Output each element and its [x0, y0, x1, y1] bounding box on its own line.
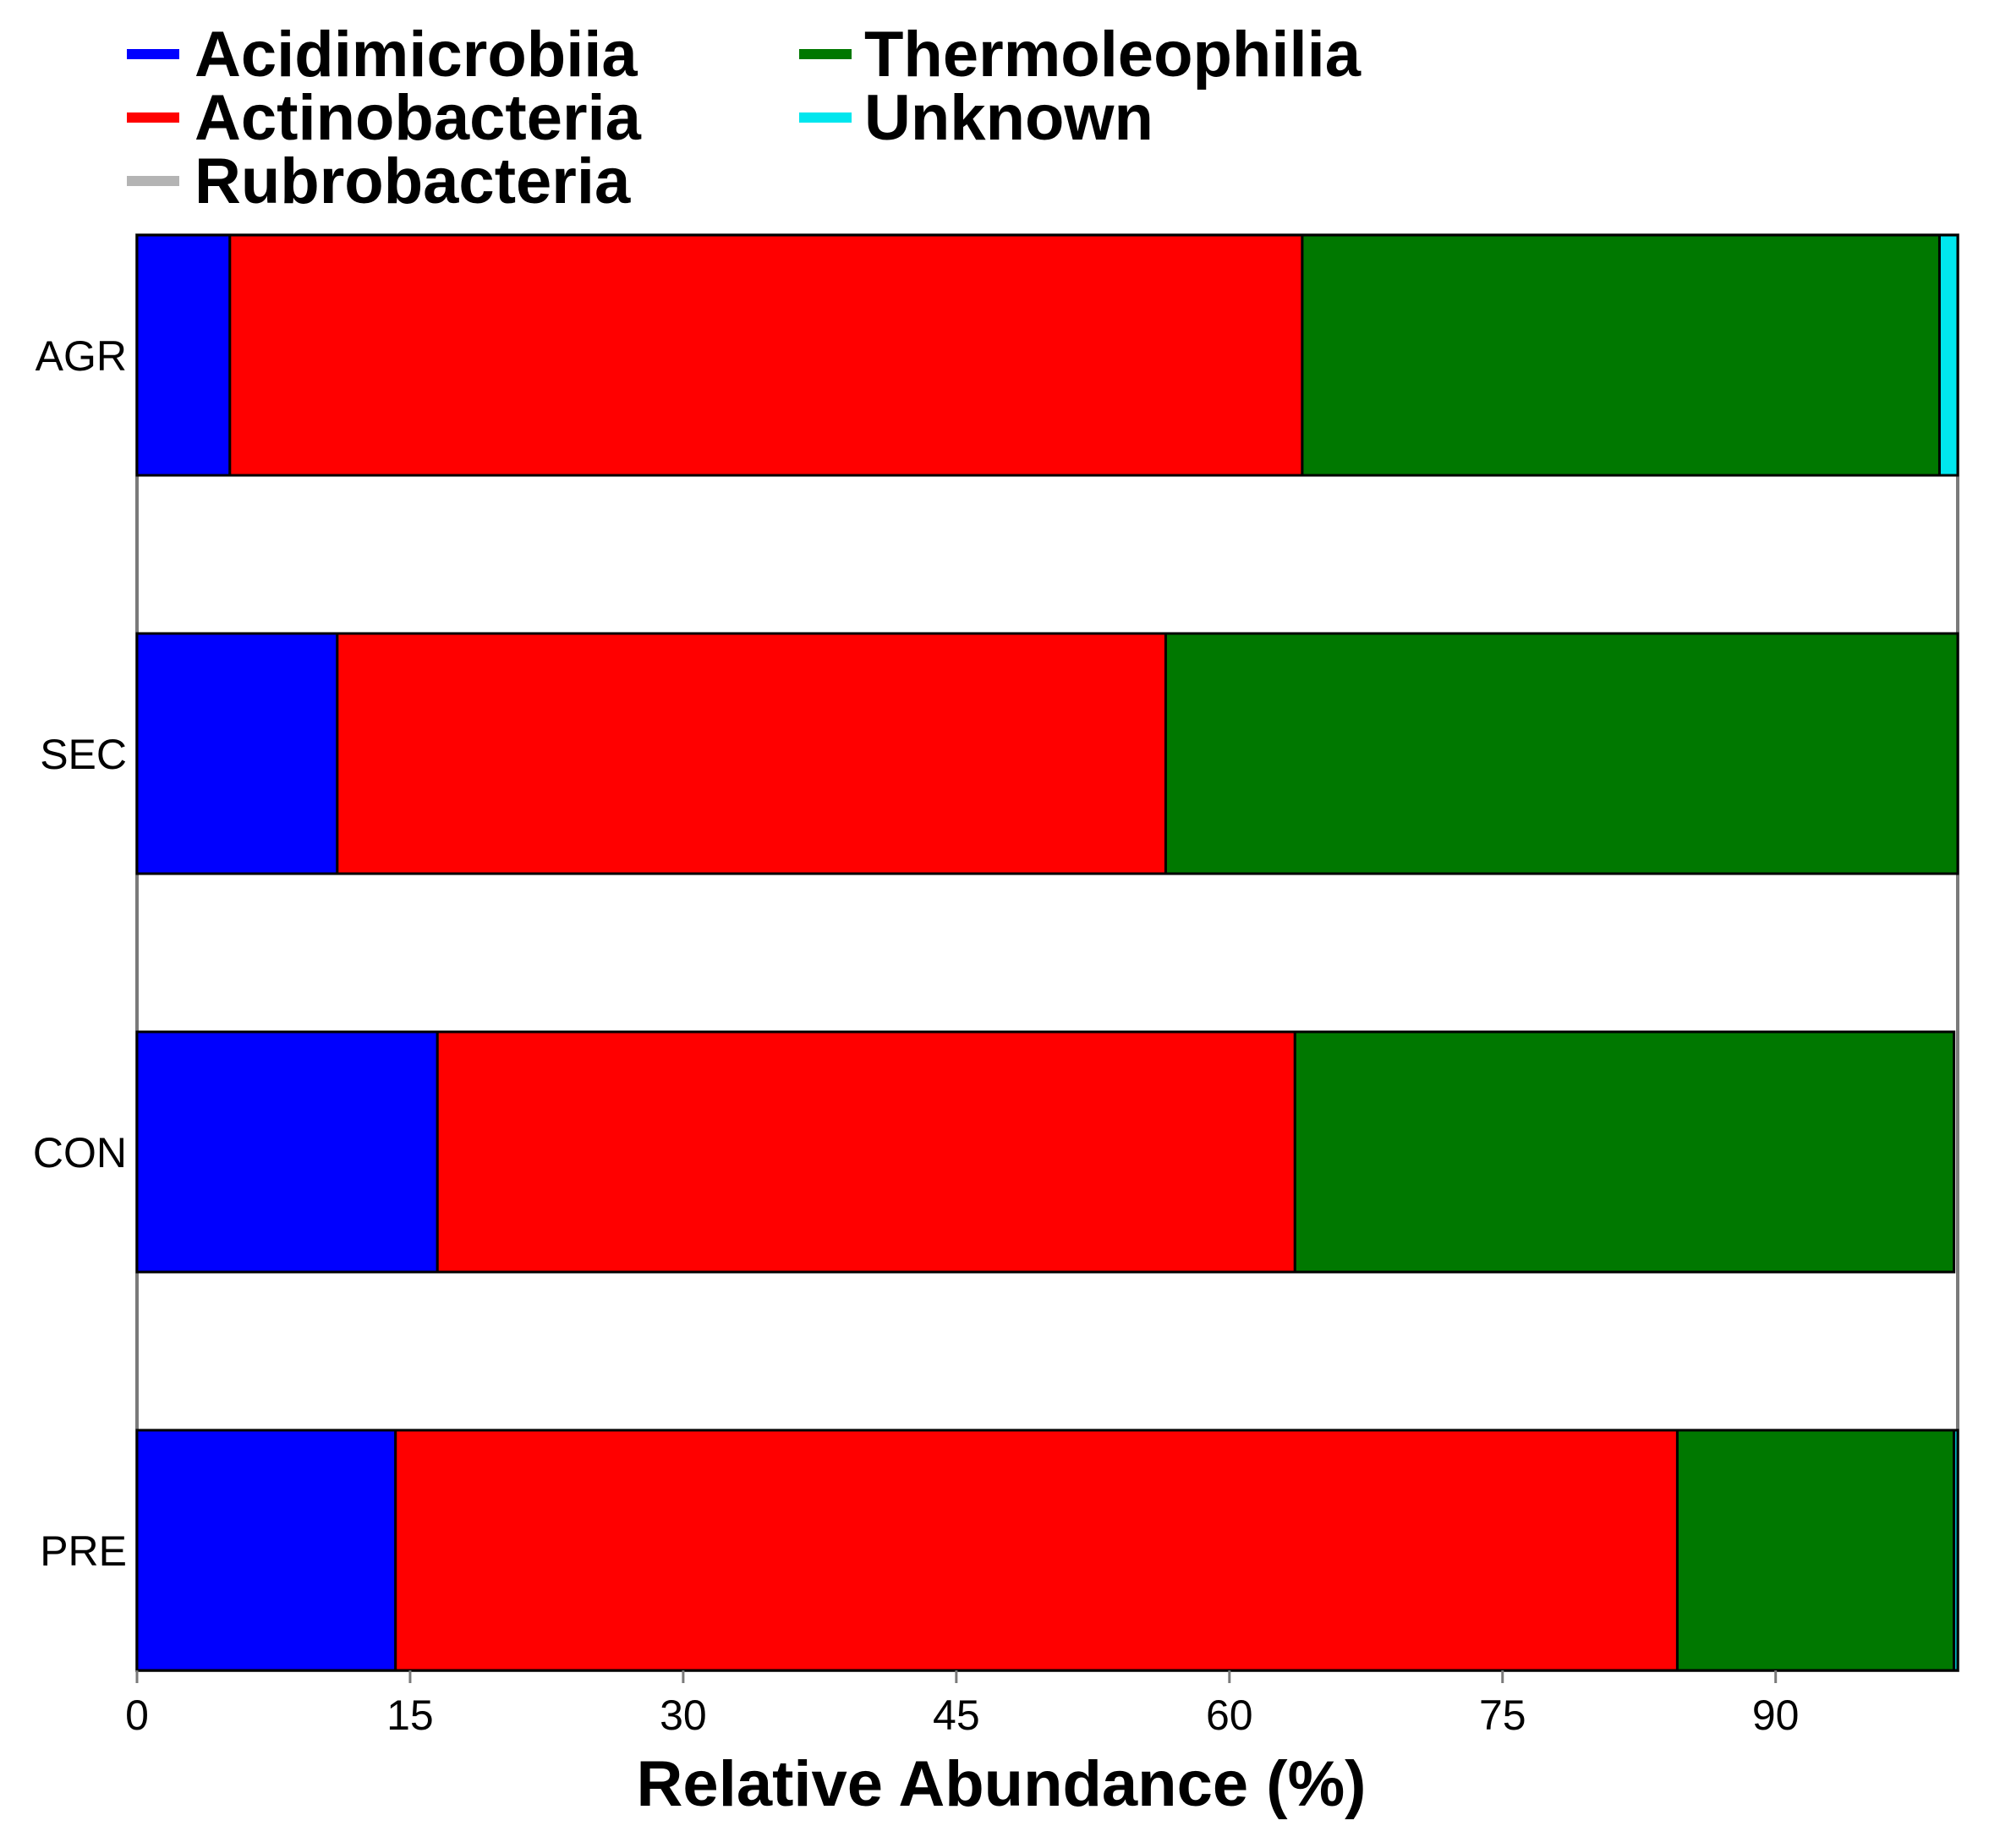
bar-segment-con-thermoleophilia[interactable] [1293, 1030, 1956, 1274]
category-label-agr: AGR [36, 332, 127, 380]
legend-item-unknown[interactable]: Unknown [799, 82, 1153, 154]
legend-label-acidimicrobiia: Acidimicrobiia [195, 19, 638, 90]
bar-segment-con-actinobacteria[interactable] [436, 1030, 1296, 1274]
bar-segment-con-acidimicrobiia[interactable] [135, 1030, 439, 1274]
legend-label-actinobacteria: Actinobacteria [195, 82, 642, 154]
category-label-pre: PRE [40, 1527, 127, 1575]
legend-item-thermoleophilia[interactable]: Thermoleophilia [799, 19, 1362, 90]
bar-segment-pre-unknown[interactable] [1953, 1428, 1959, 1672]
legend-item-acidimicrobiia[interactable]: Acidimicrobiia [127, 19, 638, 90]
x-tick-label-90: 90 [1752, 1692, 1800, 1739]
x-axis-title: Relative Abundance (%) [637, 1748, 1367, 1820]
legend-item-rubrobacteria[interactable]: Rubrobacteria [127, 145, 631, 217]
x-tick-label-60: 60 [1206, 1692, 1253, 1739]
legend-label-thermoleophilia: Thermoleophilia [864, 19, 1362, 90]
bar-segment-pre-actinobacteria[interactable] [394, 1428, 1679, 1672]
x-tick-label-30: 30 [660, 1692, 707, 1739]
bars-group [135, 233, 1959, 1672]
legend-swatch-unknown [799, 112, 852, 123]
legend-swatch-actinobacteria [127, 112, 179, 123]
bar-segment-agr-thermoleophilia[interactable] [1301, 233, 1941, 477]
x-tick-label-45: 45 [933, 1692, 980, 1739]
bar-segment-sec-actinobacteria[interactable] [336, 632, 1167, 875]
legend-swatch-rubrobacteria [127, 176, 179, 186]
legend-item-actinobacteria[interactable]: Actinobacteria [127, 82, 642, 154]
category-label-sec: SEC [40, 731, 127, 778]
x-tick-label-15: 15 [386, 1692, 434, 1739]
legend-label-rubrobacteria: Rubrobacteria [195, 145, 631, 217]
bar-segment-sec-thermoleophilia[interactable] [1164, 632, 1959, 875]
x-tick-label-75: 75 [1479, 1692, 1526, 1739]
x-axis-ticks: 0 15 30 45 60 75 90 [125, 1670, 1800, 1739]
category-labels: AGR SEC CON PRE [33, 332, 127, 1575]
bar-segment-agr-actinobacteria[interactable] [228, 233, 1304, 477]
bar-segment-pre-thermoleophilia[interactable] [1675, 1428, 1956, 1672]
x-tick-label-0: 0 [125, 1692, 149, 1739]
legend: Acidimicrobiia Actinobacteria Rubrobacte… [127, 19, 1362, 217]
bar-segment-agr-acidimicrobiia[interactable] [135, 233, 232, 477]
legend-swatch-acidimicrobiia [127, 49, 179, 59]
bar-segment-agr-unknown[interactable] [1937, 233, 1959, 477]
legend-swatch-thermoleophilia [799, 49, 852, 59]
legend-label-unknown: Unknown [864, 82, 1153, 154]
category-label-con: CON [33, 1129, 127, 1176]
bar-segment-sec-acidimicrobiia[interactable] [135, 632, 339, 875]
bar-segment-pre-acidimicrobiia[interactable] [135, 1428, 397, 1672]
